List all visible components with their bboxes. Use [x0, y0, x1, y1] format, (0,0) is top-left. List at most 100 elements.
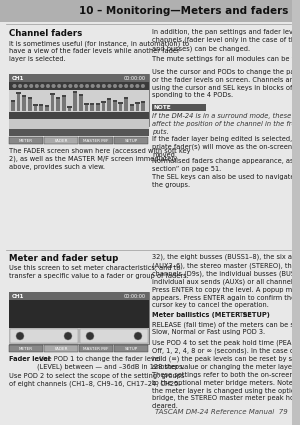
Circle shape: [46, 84, 50, 88]
Text: The FADER screen shown here (accessed with soft key
2), as well as the MASTER M/: The FADER screen shown here (accessed wi…: [9, 147, 190, 170]
Circle shape: [74, 84, 78, 88]
Bar: [61, 95, 66, 97]
Text: NOTE: NOTE: [154, 105, 172, 110]
Text: METER: METER: [19, 346, 33, 351]
Text: METER: METER: [19, 139, 33, 142]
Bar: [114, 137, 148, 144]
Circle shape: [119, 84, 122, 88]
Bar: [50, 93, 55, 95]
Bar: [141, 100, 145, 102]
Bar: [84, 103, 89, 105]
Bar: [68, 106, 71, 111]
Bar: [11, 100, 15, 102]
Circle shape: [63, 84, 67, 88]
Bar: [9, 112, 149, 119]
Text: Normalised faders change appearance, as in “Fader
section” on page 51.: Normalised faders change appearance, as …: [152, 158, 300, 172]
Bar: [107, 98, 111, 100]
Circle shape: [91, 84, 94, 88]
Bar: [96, 103, 100, 111]
Circle shape: [141, 84, 145, 88]
Bar: [16, 92, 21, 94]
Text: 10 – Monitoring—Meters and faders: 10 – Monitoring—Meters and faders: [79, 6, 288, 16]
Circle shape: [40, 84, 44, 88]
Bar: [34, 104, 37, 111]
Bar: [62, 95, 65, 111]
Bar: [9, 119, 149, 129]
Bar: [130, 104, 134, 111]
Bar: [85, 103, 88, 111]
Text: TASCAM DM-24 Reference Manual  79: TASCAM DM-24 Reference Manual 79: [155, 409, 288, 415]
Bar: [44, 137, 78, 144]
Bar: [95, 103, 100, 105]
Bar: [9, 292, 149, 300]
Text: If the fader layer being edited is selected, the appro-
priate fader(s) will mov: If the fader layer being edited is selec…: [152, 136, 300, 158]
Text: The mute settings for all modules can be viewed.: The mute settings for all modules can be…: [152, 56, 300, 62]
Circle shape: [16, 332, 24, 340]
Text: 32), the eight busses (BUSS1–8), the six aux sends
(AUX3–6), the stereo master (: 32), the eight busses (BUSS1–8), the six…: [152, 254, 300, 285]
Bar: [101, 102, 106, 103]
Bar: [73, 91, 77, 94]
Bar: [39, 104, 43, 106]
Bar: [10, 329, 78, 343]
Bar: [73, 91, 77, 111]
Text: The SEL keys can also be used to navigate around
the groups.: The SEL keys can also be used to navigat…: [152, 174, 300, 188]
Bar: [124, 97, 128, 99]
Bar: [79, 137, 113, 144]
Bar: [9, 328, 149, 344]
Bar: [33, 104, 38, 106]
Bar: [102, 102, 105, 111]
Circle shape: [102, 84, 106, 88]
Circle shape: [134, 332, 142, 340]
Circle shape: [113, 84, 117, 88]
Text: 00:00:00: 00:00:00: [124, 294, 146, 298]
Text: MASTER M/F: MASTER M/F: [83, 139, 109, 142]
Circle shape: [18, 84, 22, 88]
Text: CH1: CH1: [12, 294, 24, 298]
Text: Use POD 4 to set the peak hold time (PEAK HOLD) to
Off, 1, 2, 4, 8 or ∞ (seconds: Use POD 4 to set the peak hold time (PEA…: [152, 339, 300, 370]
Text: FADER: FADER: [54, 139, 68, 142]
Bar: [11, 100, 14, 111]
Bar: [90, 103, 94, 111]
Bar: [114, 345, 148, 352]
Text: Use the cursor and PODs to change the pan settings
or the fader levels on screen: Use the cursor and PODs to change the pa…: [152, 69, 300, 98]
Text: Meter and fader setup: Meter and fader setup: [9, 254, 118, 263]
Bar: [39, 104, 43, 111]
Text: Use POD 2 to select the scope of the setting: groups
of eight channels (CH1–8, C: Use POD 2 to select the scope of the set…: [9, 373, 184, 387]
Bar: [17, 92, 20, 111]
Bar: [9, 300, 149, 328]
Text: CH1: CH1: [12, 76, 24, 80]
Bar: [135, 102, 140, 104]
Text: Meter ballistics (METER SETUP): Meter ballistics (METER SETUP): [152, 312, 270, 318]
Bar: [130, 104, 134, 106]
Bar: [113, 99, 116, 111]
Bar: [22, 95, 26, 97]
Circle shape: [35, 84, 39, 88]
Circle shape: [85, 84, 89, 88]
Bar: [9, 129, 149, 136]
Bar: [28, 97, 32, 99]
Bar: [124, 97, 128, 111]
Circle shape: [86, 332, 94, 340]
Text: SETUP: SETUP: [124, 346, 138, 351]
Circle shape: [57, 84, 61, 88]
Bar: [292, 0, 300, 425]
Bar: [28, 97, 31, 111]
Text: 00:00:00: 00:00:00: [124, 76, 146, 80]
Bar: [141, 100, 145, 111]
Text: RELEASE (fall time) of the meters can be set to either
Slow, Normal or Fast usin: RELEASE (fall time) of the meters can be…: [152, 321, 300, 335]
Bar: [67, 106, 72, 108]
Bar: [118, 102, 123, 104]
Bar: [9, 82, 149, 90]
Bar: [9, 137, 43, 144]
Bar: [44, 345, 78, 352]
Bar: [56, 97, 60, 111]
Circle shape: [80, 84, 83, 88]
Text: FADER: FADER: [54, 346, 68, 351]
Bar: [152, 104, 206, 111]
Bar: [79, 94, 83, 96]
Circle shape: [97, 84, 100, 88]
Text: These settings refer to both the on-screen meters and
to the optional meter brid: These settings refer to both the on-scre…: [152, 372, 300, 409]
Text: SETUP: SETUP: [124, 139, 138, 142]
Bar: [119, 102, 122, 111]
Text: In addition, the pan settings and fader levels of the
channels (fader level only: In addition, the pan settings and fader …: [152, 29, 300, 51]
